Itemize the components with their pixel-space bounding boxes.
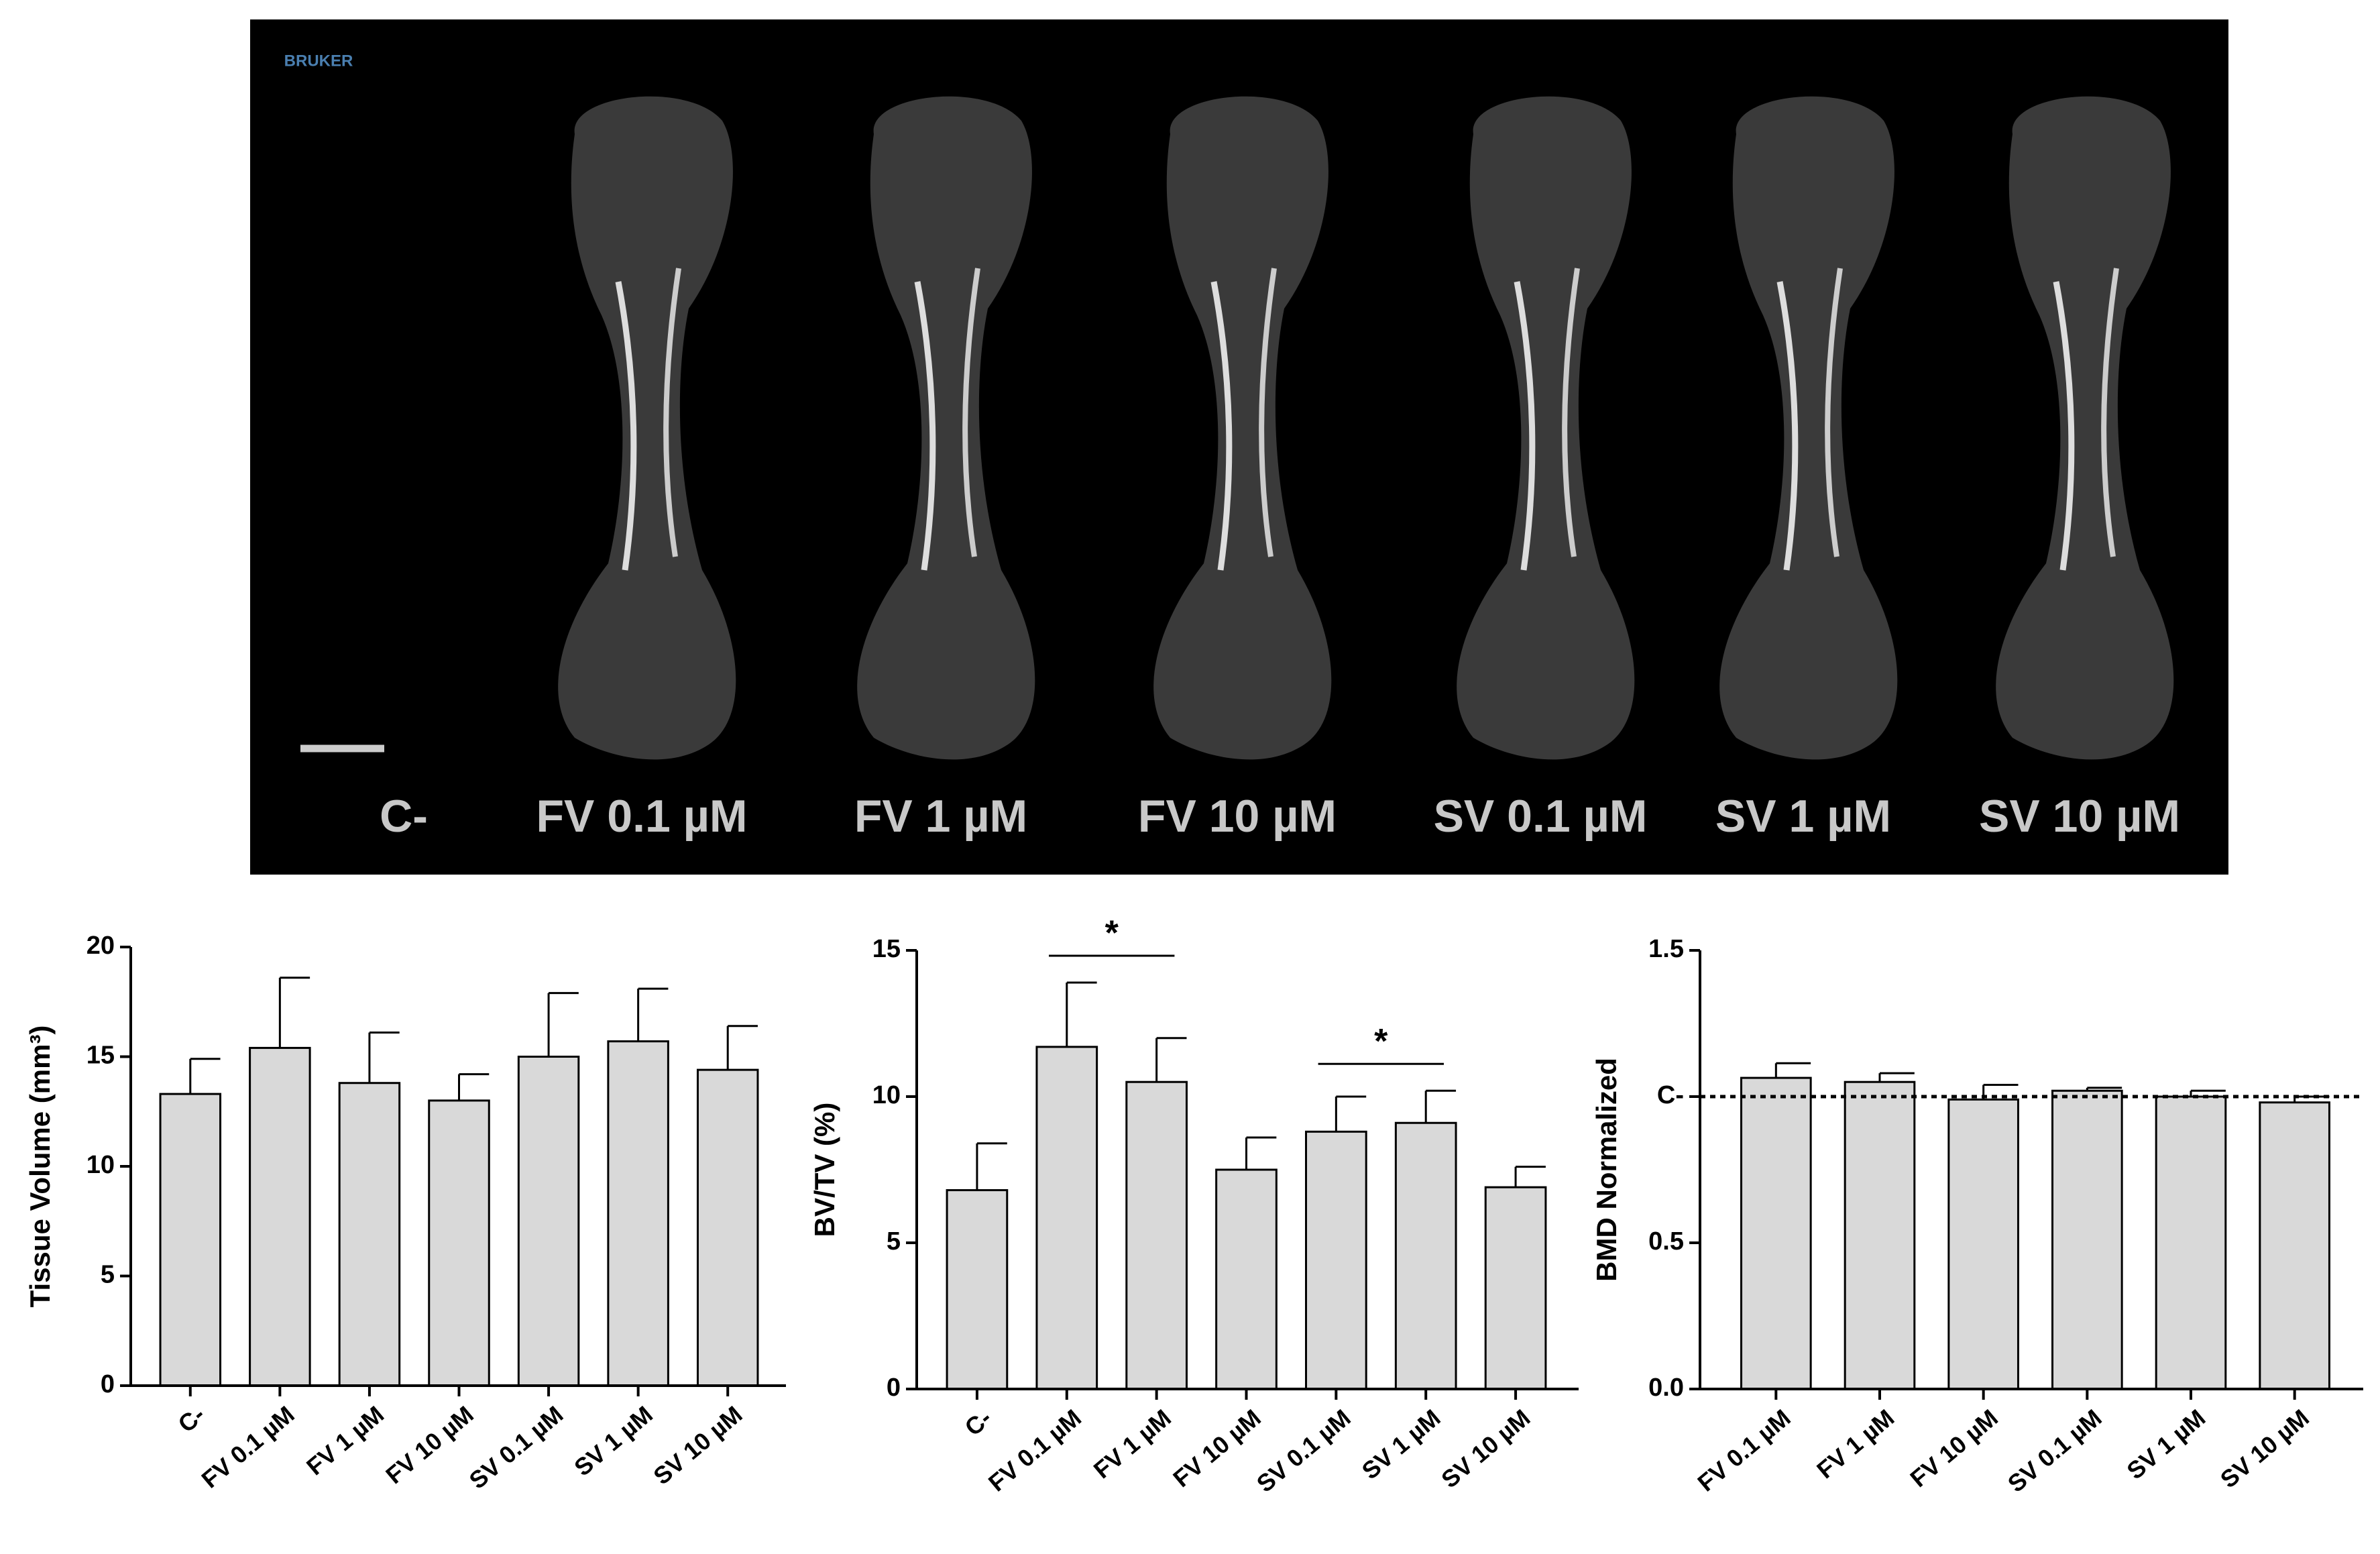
bone (1719, 96, 1898, 760)
y-tick-label: 20 (87, 932, 115, 960)
cortex (962, 268, 980, 557)
y-tick-label: 0 (101, 1370, 115, 1398)
x-tick-label: C- (960, 1404, 997, 1441)
x-tick-label: FV 0.1 µM (1692, 1404, 1795, 1497)
cortex (914, 281, 936, 571)
y-tick-label: 15 (87, 1042, 115, 1070)
sample-label: C- (380, 791, 428, 842)
bar (696, 1068, 759, 1387)
x-tick-label: FV 10 µM (1905, 1404, 2002, 1492)
y-tick-label: 10 (872, 1081, 901, 1109)
x-tick-label: SV 1 µM (569, 1400, 658, 1482)
y-tick-label: 10 (87, 1151, 115, 1179)
bone (558, 96, 736, 760)
y-axis-title: BV/TV (%) (809, 1103, 840, 1237)
sample-label: SV 1 µM (1715, 791, 1891, 842)
cortex (615, 281, 637, 571)
y-tick-label: 0 (887, 1374, 901, 1402)
cortex (1514, 281, 1536, 571)
bar (428, 1099, 490, 1387)
y-tick-label: 5 (101, 1261, 115, 1289)
sample-label: FV 10 µM (1138, 791, 1337, 842)
bar (607, 1040, 669, 1387)
bar (517, 1056, 580, 1387)
y-axis-title: BMD Normalized (1591, 1058, 1622, 1282)
x-tick-label: SV 1 µM (1357, 1404, 1446, 1485)
x-tick-label: SV 0.1 µM (2002, 1404, 2107, 1498)
bar (1035, 1046, 1098, 1390)
y-tick-label: 1.5 (1648, 935, 1684, 963)
y-tick-label: 15 (872, 935, 901, 963)
cortex (1210, 281, 1233, 571)
y-tick-label: 0.0 (1648, 1374, 1684, 1402)
logo: BRUKER (284, 52, 353, 70)
x-tick-label: FV 10 µM (380, 1400, 478, 1489)
x-tick-label: FV 0.1 µM (983, 1404, 1086, 1497)
bar (1125, 1080, 1188, 1390)
cortex (1562, 268, 1580, 557)
sample-label: SV 0.1 µM (1434, 791, 1648, 842)
bar (1844, 1080, 1916, 1390)
x-tick-label: C- (173, 1400, 210, 1438)
bar (2155, 1095, 2227, 1390)
x-tick-label: SV 10 µM (648, 1400, 747, 1490)
x-tick-label: SV 0.1 µM (1251, 1404, 1356, 1498)
bar (1215, 1168, 1278, 1390)
bar (2051, 1089, 2123, 1390)
bar (2259, 1101, 2330, 1390)
bone (1996, 96, 2174, 760)
y-axis-title: Tissue Volume (mm³) (24, 1025, 56, 1308)
y-tick-label: C- (1657, 1081, 1684, 1109)
bar (1947, 1098, 2019, 1390)
x-tick-label: FV 1 µM (301, 1400, 389, 1480)
bar (249, 1046, 311, 1387)
y-tick-label: 5 (887, 1227, 901, 1256)
bone (857, 96, 1035, 760)
bar (946, 1189, 1009, 1390)
bone (1457, 96, 1635, 760)
cortex (2053, 281, 2075, 571)
x-tick-label: SV 0.1 µM (464, 1400, 569, 1494)
significance-mark: * (1374, 1022, 1388, 1061)
bones (558, 96, 2174, 760)
x-tick-label: SV 10 µM (2215, 1404, 2314, 1493)
bone (1153, 96, 1332, 760)
cortex (663, 268, 681, 557)
cortex (2101, 268, 2119, 557)
bar (1305, 1130, 1367, 1390)
bar (159, 1093, 222, 1387)
bar (1740, 1076, 1812, 1390)
x-tick-label: FV 1 µM (1811, 1404, 1899, 1484)
sample-label: FV 0.1 µM (536, 791, 747, 842)
x-tick-label: FV 1 µM (1088, 1404, 1176, 1484)
significance-mark: * (1105, 914, 1119, 953)
bar (1394, 1121, 1457, 1390)
x-tick-label: SV 1 µM (2122, 1404, 2211, 1485)
cortex (1776, 281, 1799, 571)
cortex (1259, 268, 1277, 557)
x-tick-label: SV 10 µM (1436, 1404, 1535, 1493)
bar (1484, 1186, 1547, 1390)
bar (338, 1082, 401, 1387)
x-tick-label: FV 0.1 µM (196, 1400, 299, 1494)
sample-label: FV 1 µM (854, 791, 1027, 842)
cortex (1825, 268, 1843, 557)
x-tick-label: FV 10 µM (1168, 1404, 1265, 1492)
y-tick-label: 0.5 (1648, 1227, 1684, 1256)
sample-label: SV 10 µM (1979, 791, 2180, 842)
